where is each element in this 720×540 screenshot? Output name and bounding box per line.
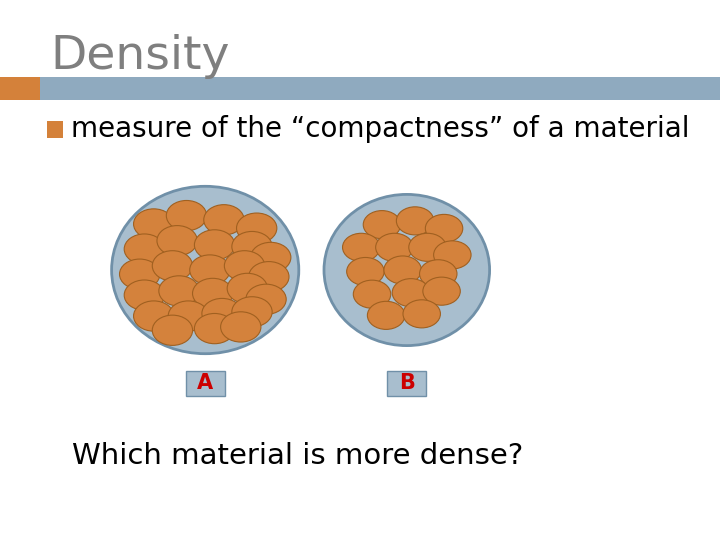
Bar (0, 77, 40, 100)
Circle shape (220, 312, 261, 342)
Circle shape (157, 226, 197, 256)
Circle shape (133, 301, 174, 331)
Circle shape (426, 214, 463, 242)
Circle shape (228, 273, 268, 303)
Ellipse shape (112, 186, 299, 354)
Circle shape (159, 276, 199, 306)
Circle shape (346, 258, 384, 286)
Circle shape (232, 232, 272, 262)
Circle shape (153, 315, 193, 346)
Circle shape (423, 277, 460, 305)
Circle shape (354, 280, 391, 308)
Bar (47, 122, 63, 138)
Text: Which material is more dense?: Which material is more dense? (72, 442, 523, 470)
FancyBboxPatch shape (186, 371, 225, 396)
Ellipse shape (324, 194, 490, 346)
Circle shape (166, 200, 207, 231)
Circle shape (168, 301, 209, 331)
Circle shape (396, 207, 433, 235)
Circle shape (367, 301, 405, 329)
Circle shape (204, 205, 244, 235)
FancyBboxPatch shape (387, 371, 426, 396)
Circle shape (251, 242, 291, 273)
Circle shape (236, 213, 277, 243)
Text: B: B (399, 373, 415, 394)
Circle shape (194, 230, 235, 260)
Text: Density: Density (50, 34, 230, 79)
Circle shape (403, 300, 441, 328)
Circle shape (190, 255, 230, 285)
Circle shape (246, 284, 287, 314)
Circle shape (133, 209, 174, 239)
Circle shape (120, 259, 160, 289)
Circle shape (202, 299, 242, 329)
Circle shape (384, 256, 421, 284)
Circle shape (364, 211, 400, 239)
Circle shape (194, 313, 235, 344)
Circle shape (376, 233, 413, 261)
Circle shape (420, 260, 457, 288)
Circle shape (124, 280, 164, 310)
Bar (40, 77, 720, 100)
Circle shape (232, 297, 272, 327)
Text: measure of the “compactness” of a material: measure of the “compactness” of a materi… (71, 114, 689, 143)
Circle shape (392, 279, 430, 307)
Circle shape (433, 241, 471, 269)
Circle shape (248, 261, 289, 292)
Circle shape (343, 233, 380, 261)
Text: A: A (197, 373, 213, 394)
Circle shape (124, 234, 164, 264)
Circle shape (192, 278, 233, 308)
Circle shape (409, 233, 446, 261)
Circle shape (225, 251, 265, 281)
Circle shape (153, 251, 193, 281)
